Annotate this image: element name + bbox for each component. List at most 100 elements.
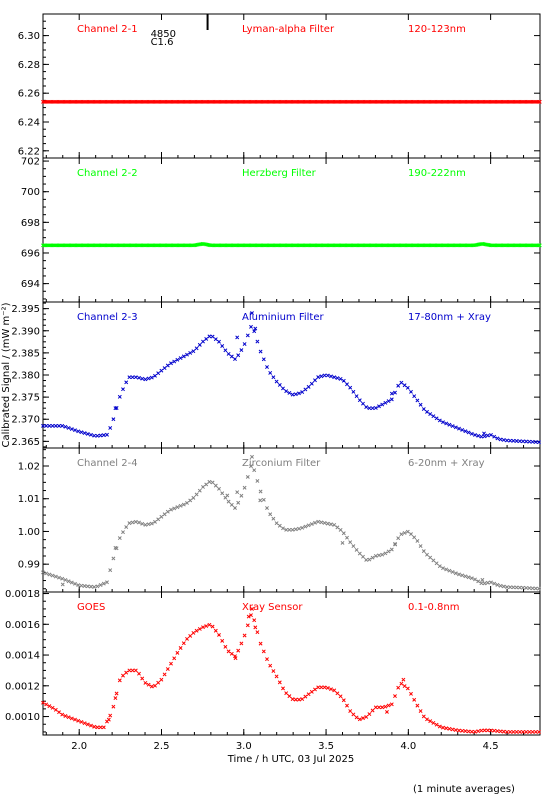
data-point [421,714,426,719]
y-tick-label: 6.26 [18,89,40,100]
data-point [492,728,497,733]
data-point [498,729,503,734]
data-point [113,545,118,550]
data-point [213,628,218,633]
data-point [245,474,250,479]
data-point [82,584,87,588]
data-point [476,729,481,734]
data-point [121,530,125,535]
data-point [217,486,221,491]
data-point [108,568,113,573]
data-point [405,385,410,390]
data-point [482,728,487,733]
data-point [533,440,538,444]
data-point [332,522,337,527]
data-point [268,370,273,375]
data-point [316,375,321,380]
y-tick-label: 0.0018 [5,589,40,600]
data-point [217,632,221,637]
data-point [415,398,420,403]
data-point [329,687,333,692]
data-point [479,581,484,586]
y-tick-label: 1.00 [18,527,40,538]
filter-label: Zirconium Filter [242,458,321,469]
data-point [418,402,423,407]
data-point [255,479,260,483]
data-point [476,433,481,438]
data-point [265,365,269,369]
data-point [255,339,260,344]
data-point [533,586,538,591]
y-tick-label: 0.99 [18,560,40,571]
data-point [127,521,132,526]
data-point [325,521,330,526]
data-point [66,425,71,430]
data-point [479,728,484,733]
data-point [178,646,183,650]
data-point [85,584,90,589]
data-point [95,433,100,438]
data-point [319,374,324,379]
data-point [335,691,340,696]
data-point [460,728,465,733]
data-point [521,585,525,590]
data-point [73,581,77,586]
panel-frame [42,591,541,736]
data-point [508,585,513,590]
data-point [229,354,234,359]
data-point [253,625,258,630]
data-point [201,485,205,489]
data-point [113,696,118,701]
data-point [105,580,109,585]
data-point [303,387,308,392]
y-tick-label: 700 [21,187,40,198]
data-point [393,390,397,395]
data-point [453,425,458,430]
data-point [473,432,477,437]
data-point [460,427,465,432]
data-point [63,714,68,718]
band-label: 120-123nm [408,24,466,35]
data-point [162,366,167,371]
data-point [401,677,406,682]
data-point [482,431,486,436]
data-point [235,490,240,495]
data-point [290,697,295,702]
data-point [444,421,449,426]
data-point [514,729,519,734]
data-point [41,423,45,428]
data-point [204,482,209,487]
data-point [271,375,276,380]
y-tick-label: 0.0010 [5,712,40,723]
data-point [204,336,209,341]
data-point [319,685,324,690]
data-point [114,691,119,696]
data-point [124,670,129,675]
data-point [207,479,212,484]
data-point [204,624,209,628]
data-point [220,491,225,496]
data-point [249,613,253,618]
data-point [44,702,49,707]
data-point [393,694,397,699]
data-series [41,99,542,104]
y-tick-label: 1.01 [18,494,40,505]
data-point [530,586,535,591]
flare-label-id: 4850 [151,29,176,40]
data-point [425,717,429,722]
data-point [505,585,509,590]
data-point [162,672,167,677]
data-point [485,728,490,733]
data-point [277,523,282,528]
data-point [127,668,132,673]
data-point [57,710,61,715]
data-point [159,368,164,373]
data-point [361,716,365,721]
data-point [536,99,541,104]
data-point [175,357,180,362]
data-point [322,685,327,690]
data-point [207,334,212,339]
data-point [338,376,343,381]
data-point [124,380,129,385]
data-point [364,557,369,562]
